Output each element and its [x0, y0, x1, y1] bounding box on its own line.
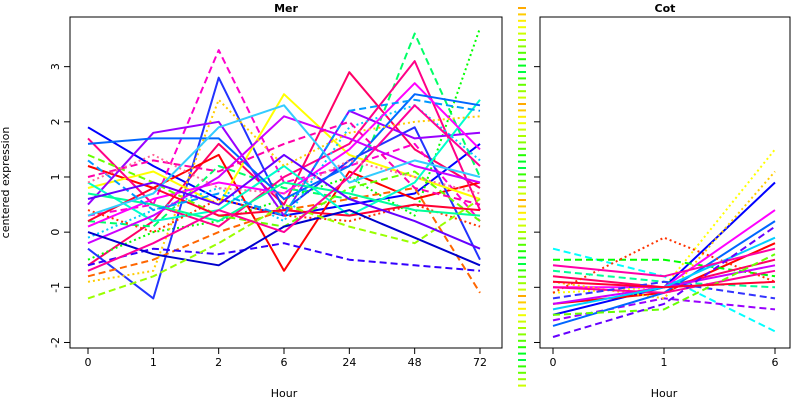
series-line-mer-13 [87, 99, 481, 223]
series-line-mer-25 [87, 104, 481, 217]
x-tick-label: 2 [215, 356, 222, 369]
y-tick-label: 3 [49, 63, 62, 70]
series-line-mer-24 [87, 120, 481, 206]
series-line-mer-3 [87, 32, 481, 228]
series-line-mer-23 [87, 209, 481, 267]
series-line-cot-20 [552, 280, 776, 289]
panel-title: Mer [274, 2, 298, 15]
x-tick-label: 24 [342, 356, 356, 369]
panel-title: Cot [655, 2, 676, 15]
series-line-mer-30 [87, 153, 481, 195]
plot-frame-cot [539, 16, 791, 349]
series-line-mer-15 [87, 82, 481, 228]
y-tick-label: 1 [49, 173, 62, 180]
x-axis-label: Hour [271, 387, 298, 400]
series-line-mer-22 [87, 98, 481, 283]
series-line-cot-17 [552, 247, 776, 278]
x-tick-label: 72 [473, 356, 487, 369]
y-tick-label: -1 [49, 282, 62, 293]
series-line-cot-2 [552, 247, 776, 333]
series-line-mer-11 [87, 109, 481, 217]
series-line-mer-17 [87, 93, 481, 200]
x-tick-label: 0 [550, 356, 557, 369]
series-line-mer-19 [87, 115, 481, 245]
y-axis-label: centered expression [0, 127, 12, 239]
series-line-mer-20 [87, 181, 481, 223]
plot-frame-mer [69, 16, 503, 349]
series-line-cot-19 [552, 225, 776, 338]
series-line-mer-27 [87, 104, 481, 272]
series-line-mer-21 [87, 187, 481, 222]
x-tick-label: 0 [85, 356, 92, 369]
series-line-mer-14 [87, 242, 481, 272]
series-line-mer-29 [87, 153, 481, 250]
y-tick-label: -2 [49, 337, 62, 348]
series-line-cot-14 [552, 269, 776, 294]
y-tick-label: 0 [49, 229, 62, 236]
x-axis-label: Hour [651, 387, 678, 400]
x-tick-label: 6 [281, 356, 288, 369]
series-line-mer-12 [87, 187, 481, 294]
x-tick-label: 48 [408, 356, 422, 369]
lines-layer [87, 27, 776, 338]
series-line-cot-18 [552, 253, 776, 316]
text-layer: Mer 0 1 2 6 24 48 72 Hour -2 -1 0 1 2 3 Cot 0 1 6 Hour cente… [0, 2, 779, 400]
axes-layer [64, 7, 776, 387]
x-tick-label: 1 [661, 356, 668, 369]
frame-layer [69, 16, 791, 349]
series-line-cot-11 [552, 236, 776, 294]
series-line-cot-15 [552, 280, 776, 300]
series-line-mer-2 [87, 71, 481, 267]
x-tick-label: 6 [772, 356, 779, 369]
x-tick-label: 1 [150, 356, 157, 369]
y-tick-label: 2 [49, 118, 62, 125]
series-line-mer-26 [87, 198, 481, 300]
series-line-mer-28 [87, 98, 481, 217]
series-line-cot-5 [553, 258, 776, 278]
